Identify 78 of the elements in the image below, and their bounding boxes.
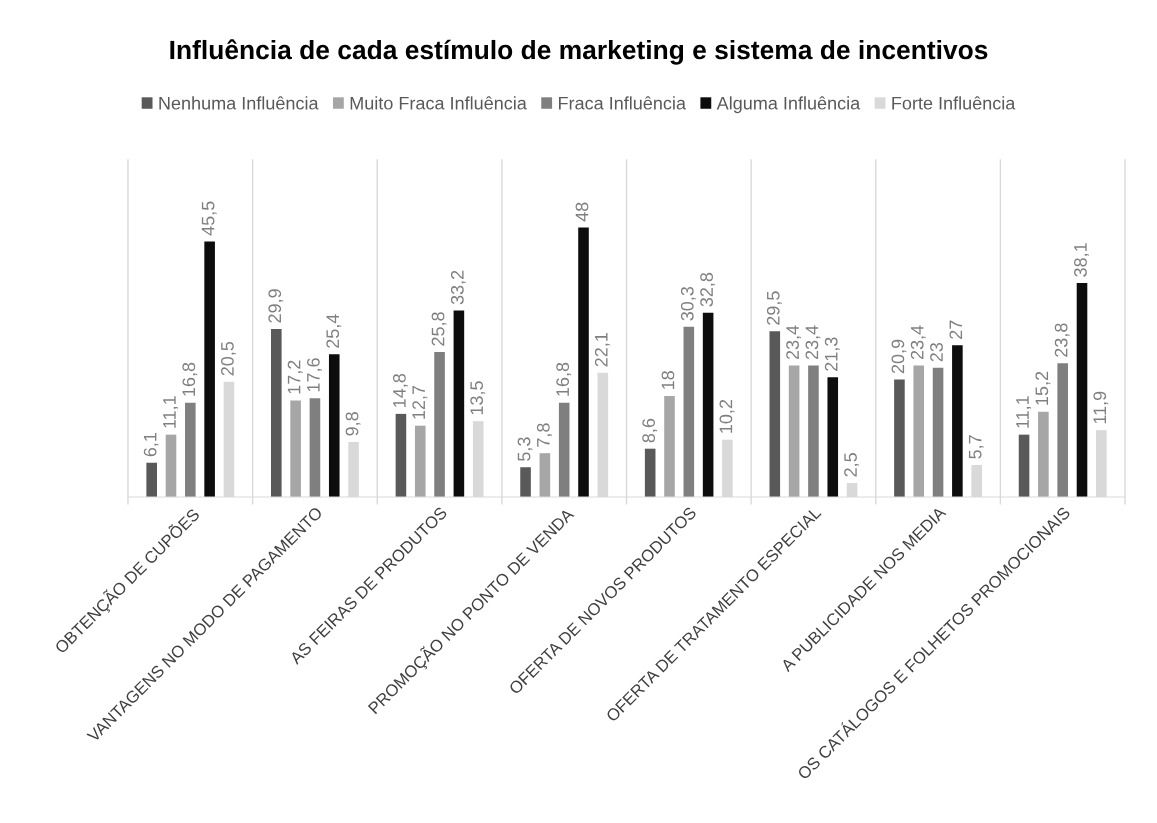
data-label: 9,8 bbox=[345, 412, 361, 436]
data-label: 2,5 bbox=[844, 453, 860, 477]
data-label: 29,5 bbox=[766, 291, 782, 325]
data-label: 10,2 bbox=[719, 399, 735, 433]
data-label: 11,9 bbox=[1093, 391, 1109, 424]
data-label: 14,8 bbox=[392, 373, 408, 407]
data-label: 48 bbox=[575, 202, 589, 222]
data-label: 33,2 bbox=[450, 270, 466, 305]
data-label: 18 bbox=[661, 371, 675, 389]
data-label: 6,1 bbox=[143, 432, 159, 457]
data-label: 29,9 bbox=[268, 289, 284, 323]
bar bbox=[769, 331, 781, 497]
data-label: 23,4 bbox=[786, 325, 802, 360]
bar bbox=[788, 365, 800, 497]
data-label: 27 bbox=[949, 320, 963, 339]
bar bbox=[453, 310, 465, 497]
legend-label: Alguma Influência bbox=[716, 96, 861, 114]
bar bbox=[290, 400, 301, 497]
bar bbox=[1018, 434, 1030, 497]
bar bbox=[644, 448, 656, 497]
data-label: 45,5 bbox=[201, 201, 217, 236]
bar bbox=[664, 395, 675, 497]
data-label: 16,8 bbox=[556, 362, 572, 396]
bar bbox=[539, 453, 551, 497]
data-label: 7,8 bbox=[536, 423, 552, 447]
bar bbox=[204, 241, 215, 497]
legend-label: Fraca Influência bbox=[559, 96, 686, 110]
bar bbox=[414, 425, 426, 497]
data-label: 23 bbox=[930, 342, 943, 362]
data-label: 11,1 bbox=[1016, 396, 1032, 428]
bar bbox=[520, 467, 531, 497]
data-label: 16,8 bbox=[182, 362, 198, 396]
data-label: 25,8 bbox=[431, 312, 447, 346]
bar bbox=[434, 352, 445, 497]
data-label: 5,7 bbox=[968, 435, 984, 459]
bar bbox=[185, 402, 196, 497]
bar bbox=[952, 345, 963, 497]
data-label: 11,1 bbox=[163, 396, 178, 428]
bar bbox=[932, 367, 944, 497]
bar bbox=[395, 413, 407, 497]
data-label: 8,6 bbox=[642, 418, 658, 443]
bar bbox=[328, 354, 340, 497]
bar bbox=[146, 462, 157, 497]
chart-title: Influência de cada estímulo de marketing e sistema de incentivos bbox=[170, 39, 988, 65]
bar bbox=[271, 329, 282, 497]
legend-label: Forte Influência bbox=[892, 96, 1016, 110]
data-label: 25,4 bbox=[326, 314, 342, 348]
data-label: 15,2 bbox=[1035, 371, 1051, 405]
legend-label: Muito Fraca Influência bbox=[350, 96, 527, 110]
data-label: 23,4 bbox=[910, 325, 926, 360]
bar bbox=[913, 365, 925, 497]
bar bbox=[309, 398, 321, 497]
data-label: 30,3 bbox=[680, 286, 696, 321]
bar bbox=[683, 326, 695, 497]
legend-label: Nenhuma Influência bbox=[159, 96, 319, 110]
bar bbox=[808, 365, 819, 497]
bar bbox=[578, 227, 589, 497]
bar bbox=[894, 379, 905, 497]
data-label: 23,4 bbox=[805, 325, 821, 360]
bar bbox=[1076, 283, 1088, 497]
data-label: 23,8 bbox=[1054, 323, 1070, 357]
bar bbox=[1057, 363, 1068, 497]
data-label: 20,9 bbox=[891, 339, 907, 374]
data-label: 38,1 bbox=[1074, 243, 1089, 277]
data-label: 22,1 bbox=[594, 333, 610, 367]
data-label: 13,5 bbox=[470, 381, 486, 415]
data-label: 17,2 bbox=[287, 360, 303, 394]
data-label: 5,3 bbox=[517, 437, 533, 461]
data-label: 20,5 bbox=[221, 341, 236, 376]
data-label: 17,6 bbox=[307, 358, 322, 392]
bar bbox=[558, 402, 570, 497]
data-label: 21,3 bbox=[824, 337, 840, 371]
bar bbox=[827, 377, 839, 497]
bar bbox=[1038, 411, 1049, 497]
bar bbox=[165, 434, 177, 497]
data-label: 12,7 bbox=[412, 385, 428, 419]
bar bbox=[702, 312, 714, 497]
data-label: 32,8 bbox=[700, 272, 716, 307]
